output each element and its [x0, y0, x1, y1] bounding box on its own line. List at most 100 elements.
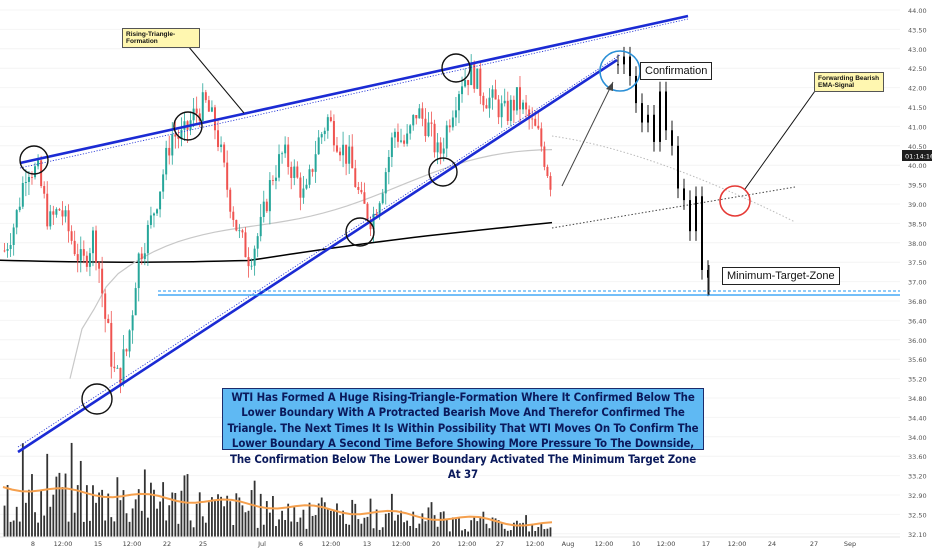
volume-bar — [262, 524, 265, 537]
volume-bar — [85, 485, 88, 537]
volume-bar — [134, 499, 137, 537]
candle-body — [473, 62, 476, 89]
volume-bar — [485, 523, 488, 537]
pattern-label-callout: Rising-Triangle-Formation — [122, 28, 200, 48]
volume-bar — [180, 490, 183, 537]
volume-bar — [348, 524, 351, 537]
volume-bar — [52, 494, 55, 537]
volume-bar — [204, 522, 207, 537]
volume-bar — [284, 519, 287, 537]
candle-body — [354, 168, 357, 187]
touch-point-circle — [441, 53, 471, 83]
candle-body — [131, 315, 134, 331]
volume-bar — [168, 505, 171, 537]
ema-label-callout: Forwarding Bearish EMA-Signal — [814, 72, 884, 92]
candle-body — [503, 100, 506, 104]
volume-bar — [31, 474, 33, 537]
y-tick-label: 43.00 — [908, 46, 927, 54]
candle-body — [79, 249, 82, 261]
candle-body — [6, 249, 9, 251]
candle-body — [223, 144, 226, 163]
x-tick-label: Jul — [257, 540, 266, 548]
candle-body — [162, 174, 165, 192]
candle-body — [104, 293, 107, 319]
candle-body — [363, 192, 366, 204]
candle-body — [192, 108, 195, 121]
candle-body — [540, 128, 543, 147]
projection-body — [683, 188, 685, 201]
volume-bar — [198, 492, 201, 537]
volume-bar — [250, 490, 253, 537]
volume-bar — [458, 517, 460, 537]
candle-body — [293, 166, 296, 178]
volume-bar — [390, 493, 393, 537]
volume-bar — [439, 512, 442, 537]
candle-body — [467, 80, 470, 86]
volume-bar — [128, 521, 131, 537]
candle-body — [454, 110, 457, 118]
x-tick-label: 17 — [702, 540, 710, 548]
candle-body — [244, 232, 247, 258]
volume-bar — [540, 523, 543, 537]
volume-bar — [476, 521, 479, 537]
volume-bar — [290, 521, 293, 537]
volume-bar — [58, 472, 61, 537]
volume-bar — [256, 527, 259, 537]
volume-bar — [497, 520, 500, 537]
volume-bar — [211, 497, 213, 537]
x-tick-label: 10 — [632, 540, 640, 548]
volume-bar — [177, 523, 180, 537]
volume-bar — [76, 485, 79, 537]
candle-body — [195, 108, 198, 114]
candle-body — [107, 318, 110, 323]
confirmation-arrowhead — [606, 82, 613, 91]
volume-bar — [461, 530, 463, 537]
candle-body — [445, 125, 448, 149]
volume-bar — [24, 502, 27, 537]
candle-body — [522, 102, 525, 110]
volume-bar — [424, 521, 427, 537]
projection-body — [707, 269, 709, 278]
price-badge-text: 01:14:16 — [905, 153, 932, 161]
candle-body — [64, 210, 67, 217]
candle-body — [30, 176, 33, 178]
candle-body — [256, 236, 259, 249]
volume-bar — [354, 503, 357, 537]
candle-body — [430, 122, 433, 124]
candle-body — [67, 210, 70, 232]
candle-body — [143, 253, 146, 260]
y-tick-label: 39.00 — [908, 201, 927, 209]
volume-bar — [491, 517, 494, 537]
candle-body — [177, 136, 180, 139]
candle-body — [360, 189, 363, 193]
candle-body — [21, 182, 24, 207]
volume-bar — [171, 492, 174, 537]
volume-bar — [363, 517, 366, 537]
candle-body — [274, 177, 277, 181]
confirmation-arrow — [561, 81, 614, 187]
candle-body — [284, 144, 287, 154]
candle-body — [299, 177, 302, 198]
y-tick-label: 33.20 — [908, 473, 927, 481]
candle-body — [287, 144, 290, 167]
volume-bar — [238, 497, 241, 537]
candle-body — [320, 134, 323, 138]
volume-bar — [153, 489, 155, 537]
candle-body — [305, 184, 308, 189]
candle-body — [40, 160, 43, 187]
volume-bar — [186, 474, 189, 537]
candle-body — [512, 99, 515, 111]
volume-bar — [278, 519, 280, 537]
candle-body — [18, 206, 21, 211]
volume-bar — [275, 526, 277, 537]
volume-bar — [140, 510, 143, 537]
candle-body — [174, 134, 177, 137]
volume-bar — [165, 520, 168, 537]
volume-bar — [503, 528, 506, 537]
volume-bar — [229, 501, 232, 537]
candle-body — [345, 144, 348, 164]
y-tick-label: 36.40 — [908, 317, 927, 325]
candle-body — [412, 115, 415, 126]
candle-body — [311, 169, 314, 172]
